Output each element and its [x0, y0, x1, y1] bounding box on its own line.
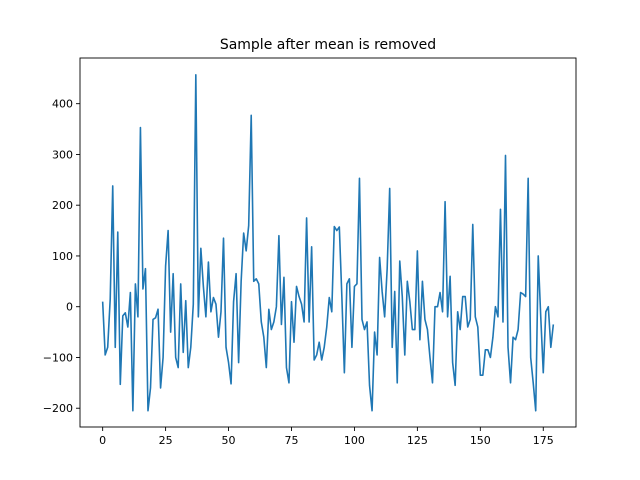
y-tick-label: 200 — [52, 199, 73, 212]
axis-ticks: 0 25 50 75 100 125 150 175 −200 −100 0 100 200 300 400 — [43, 98, 554, 447]
x-tick-label: 0 — [99, 434, 106, 447]
y-tick-label: −100 — [43, 351, 73, 364]
x-tick-label: 25 — [159, 434, 173, 447]
y-tick-label: 300 — [52, 148, 73, 161]
plot-frame — [79, 57, 577, 428]
x-tick-label: 75 — [284, 434, 298, 447]
y-tick-label: −200 — [43, 402, 73, 415]
x-tick-label: 50 — [222, 434, 236, 447]
x-tick-label: 125 — [407, 434, 428, 447]
y-tick-label: 400 — [52, 98, 73, 111]
x-tick-label: 175 — [533, 434, 554, 447]
x-tick-label: 150 — [470, 434, 491, 447]
x-tick-label: 100 — [344, 434, 365, 447]
y-tick-label: 0 — [66, 301, 73, 314]
y-tick-label: 100 — [52, 250, 73, 263]
data-series-line — [101, 73, 555, 412]
chart-title: Sample after mean is removed — [220, 37, 436, 53]
